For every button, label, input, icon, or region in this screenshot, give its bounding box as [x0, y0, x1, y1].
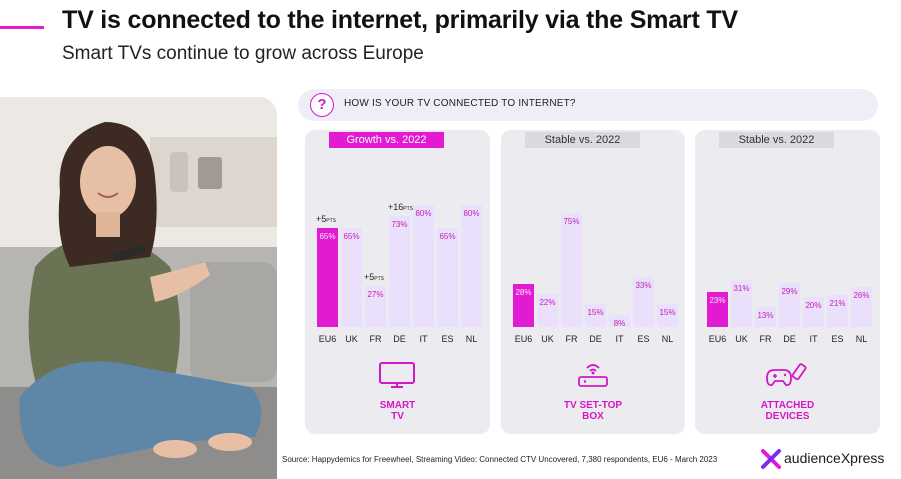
page-subtitle: Smart TVs continue to grow across Europe — [62, 43, 424, 64]
bar-it — [803, 296, 824, 327]
bar-value-label: 15% — [587, 308, 604, 318]
bar-nl — [657, 304, 678, 327]
change-annotation: +5PTS — [316, 214, 336, 225]
bar-de — [585, 304, 606, 327]
bar-fr — [365, 285, 386, 327]
bar-es — [437, 228, 458, 327]
audiencexpress-logo-icon — [761, 449, 781, 469]
audiencexpress-logo-text: audienceXpress — [784, 450, 885, 466]
bar-value-label: 73% — [391, 220, 408, 230]
set-top-box-panel: Stable vs. 2022 28% EU6 22% UK 75% FR 15% DE 8% I… — [501, 130, 685, 434]
bar-value-label: 8% — [613, 318, 626, 328]
smart-tv-category-label: SMART TV — [379, 400, 416, 422]
bar-value-label: 26% — [853, 291, 870, 301]
x-tick-label: FR — [759, 334, 772, 344]
x-tick-label: DE — [783, 334, 796, 344]
x-tick-label: EU6 — [318, 334, 337, 344]
bar-de — [389, 216, 410, 327]
gamepad-usb-icon — [766, 363, 807, 387]
attached-devices-category-label: ATTACHED DEVICES — [760, 400, 815, 422]
bar-value-label: 65% — [439, 232, 456, 242]
bar-fr — [755, 307, 776, 327]
x-tick-label: ES — [441, 334, 454, 344]
title-accent-line — [0, 26, 44, 29]
x-tick-label: DE — [393, 334, 406, 344]
smart-tv-trend-header: Growth vs. 2022 — [329, 132, 444, 148]
change-annotation: +5PTS — [364, 271, 384, 282]
bar-value-label: 13% — [757, 311, 774, 321]
bar-value-label: 80% — [463, 209, 480, 219]
bar-it — [413, 205, 434, 327]
bar-it — [609, 314, 630, 327]
x-tick-label: ES — [831, 334, 844, 344]
bar-uk — [341, 228, 362, 327]
bar-value-label: 80% — [415, 209, 432, 219]
change-annotation-unit: PTS — [403, 206, 414, 213]
bar-nl — [851, 287, 872, 327]
x-tick-label: NL — [465, 334, 478, 344]
bar-uk — [537, 293, 558, 327]
bar-es — [827, 295, 848, 327]
bar-es — [633, 276, 654, 327]
change-annotation-unit: PTS — [374, 275, 384, 282]
bar-value-label: 75% — [563, 217, 580, 226]
set-top-box-trend-header: Stable vs. 2022 — [525, 132, 640, 148]
attached-devices-panel: Stable vs. 2022 23% EU6 31% UK 13% FR 29% DE 20%… — [695, 130, 880, 434]
x-tick-label: IT — [809, 334, 818, 344]
bar-value-label: 65% — [343, 232, 360, 242]
bar-value-label: 27% — [367, 289, 384, 299]
bar-value-label: 23% — [709, 296, 726, 306]
attached-devices-trend-header: Stable vs. 2022 — [719, 132, 834, 148]
bar-eu6 — [707, 292, 728, 327]
bar-value-label: 28% — [515, 288, 532, 298]
x-tick-label: ES — [637, 334, 650, 344]
x-tick-label: DE — [589, 334, 602, 344]
bar-value-label: 22% — [539, 297, 556, 307]
bar-uk — [731, 279, 752, 327]
x-tick-label: UK — [735, 334, 748, 344]
x-tick-label: FR — [369, 334, 382, 344]
set-top-box-icon — [578, 364, 608, 387]
bar-eu6 — [513, 284, 534, 327]
x-tick-label: EU6 — [514, 334, 533, 344]
x-tick-label: UK — [541, 334, 554, 344]
bar-fr — [561, 213, 582, 327]
source-note: Source: Happydemics for Freewheel, Strea… — [282, 455, 718, 464]
bar-value-label: 33% — [635, 280, 652, 290]
bar-value-label: 31% — [733, 283, 750, 293]
x-tick-label: NL — [855, 334, 868, 344]
page-title: TV is connected to the internet, primari… — [62, 6, 738, 34]
survey-question-text: HOW IS YOUR TV CONNECTED TO INTERNET? — [344, 98, 576, 109]
woman-with-remote-photo — [0, 97, 277, 479]
bar-value-label: 65% — [319, 232, 336, 242]
x-tick-label: FR — [565, 334, 578, 344]
bar-value-label: 29% — [781, 286, 798, 296]
bar-value-label: 15% — [659, 308, 676, 318]
tv-icon — [379, 362, 415, 388]
bar-eu6 — [317, 228, 338, 327]
bar-nl — [461, 205, 482, 327]
change-annotation: +16PTS — [388, 202, 414, 213]
survey-question-banner: ? HOW IS YOUR TV CONNECTED TO INTERNET? — [298, 89, 878, 121]
x-tick-label: UK — [345, 334, 358, 344]
bar-value-label: 21% — [829, 299, 846, 309]
x-tick-label: NL — [661, 334, 674, 344]
bar-value-label: 20% — [805, 300, 822, 310]
x-tick-label: EU6 — [708, 334, 727, 344]
change-annotation-unit: PTS — [326, 218, 336, 225]
smart-tv-panel: Growth vs. 2022 65% EU6 65% UK 27% FR 73% DE 80%… — [305, 130, 490, 434]
x-tick-label: IT — [419, 334, 428, 344]
x-tick-label: IT — [615, 334, 624, 344]
set-top-box-category-label: TV SET-TOP BOX — [563, 400, 623, 422]
question-mark-icon: ? — [310, 93, 334, 117]
bar-de — [779, 282, 800, 327]
